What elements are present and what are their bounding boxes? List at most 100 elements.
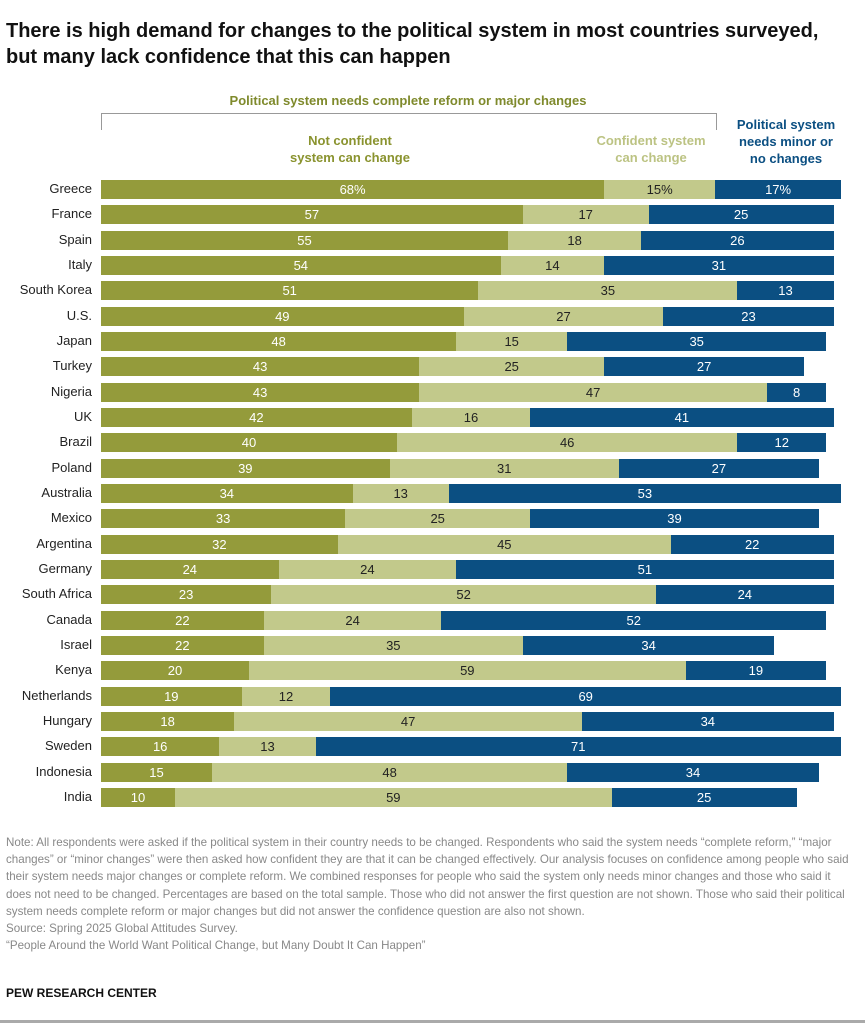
bar-segment: 31: [389, 458, 619, 478]
bar-segment: 54: [101, 255, 501, 275]
legend-line: needs minor or: [739, 134, 833, 149]
legend-line: can change: [615, 150, 687, 165]
bar-segment: 34: [582, 711, 834, 731]
category-label: Brazil: [59, 434, 92, 450]
bottom-rule: [0, 1020, 865, 1023]
bar-segment: 25: [611, 787, 797, 807]
bar-segment: 52: [441, 610, 827, 630]
bar-segment: 15%: [604, 180, 716, 199]
legend-line: system can change: [290, 150, 410, 165]
bar-segment: 8: [767, 382, 827, 402]
legend-line: Political system: [736, 117, 836, 132]
bar-segment: 22: [101, 635, 264, 655]
legend-confident: Confident system can change: [585, 132, 717, 166]
legend-line: Not confident: [308, 133, 392, 148]
bar-segment: 42: [101, 407, 412, 427]
bar-segment: 16: [411, 407, 531, 427]
legend-line: Confident system: [596, 133, 706, 148]
bar-segment: 34: [567, 762, 819, 782]
category-label: South Africa: [21, 586, 92, 602]
bar-segment: 57: [101, 205, 523, 225]
bar-segment: 39: [101, 458, 390, 478]
category-label: South Korea: [19, 282, 92, 298]
bar-segment: 25: [419, 357, 605, 377]
bar-segment: 15: [101, 762, 212, 782]
bar-segment: 12: [737, 433, 827, 453]
bar-segment: 45: [337, 534, 671, 554]
bar-segment: 13: [219, 737, 316, 757]
bar-segment: 10: [101, 787, 175, 807]
bar-segment: 69: [330, 686, 841, 706]
bar-segment: 34: [101, 483, 353, 503]
bar-segment: 25: [648, 205, 834, 225]
category-label: Poland: [51, 459, 92, 475]
bar-segment: 22: [670, 534, 834, 554]
bar-segment: 25: [345, 509, 531, 529]
bar-segment: 24: [278, 559, 457, 579]
category-label: Indonesia: [35, 763, 92, 779]
bar-segment: 18: [508, 230, 642, 250]
group-header: Political system needs complete reform o…: [229, 93, 587, 108]
source-text: Source: Spring 2025 Global Attitudes Sur…: [6, 922, 238, 936]
bar-segment: 27: [619, 458, 819, 478]
bar-segment: 59: [249, 661, 686, 681]
category-label: Greece: [49, 181, 92, 196]
category-label: Nigeria: [50, 383, 92, 399]
bar-segment: 24: [263, 610, 442, 630]
category-label: Kenya: [55, 662, 92, 678]
bar-segment: 15: [456, 331, 568, 351]
bar-segment: 24: [101, 559, 279, 579]
legend-line: no changes: [749, 151, 823, 166]
bar-segment: 43: [101, 382, 420, 402]
bar-segment: 12: [241, 686, 331, 706]
bar-segment: 24: [656, 585, 834, 605]
bar-segment: 35: [478, 281, 738, 301]
category-label: Hungary: [42, 712, 92, 728]
report-title: “People Around the World Want Political …: [6, 939, 426, 953]
category-label: Netherlands: [21, 687, 92, 703]
bar-segment: 71: [315, 737, 841, 757]
bar-segment: 51: [456, 559, 834, 579]
bar-segment: 47: [419, 382, 767, 402]
bar-segment: 40: [101, 433, 397, 453]
category-label: UK: [73, 408, 92, 424]
bar-segment: 39: [530, 509, 819, 529]
bar-segment: 51: [101, 281, 479, 301]
bar-segment: 48: [212, 762, 568, 782]
bar-segment: 23: [663, 306, 834, 326]
bar-segment: 52: [271, 585, 656, 605]
bar-segment: 35: [567, 331, 827, 351]
bar-segment: 27: [604, 357, 804, 377]
category-label: Japan: [56, 332, 92, 348]
bar-segment: 49: [101, 306, 464, 326]
bar-segment: 34: [522, 635, 775, 655]
stacked-bar-chart: Greece 68% 15% 17% France 57 17 25 Spain 55 18 26 It…: [0, 180, 865, 820]
bar-segment: 22: [101, 610, 264, 630]
bar-segment: 43: [101, 357, 420, 377]
category-label: Italy: [68, 256, 92, 272]
bar-segment: 19: [101, 686, 242, 706]
bar-segment: 26: [641, 230, 834, 250]
bar-segment: 48: [101, 331, 457, 351]
notes: Note: All respondents were asked if the …: [6, 834, 856, 954]
bar-segment: 27: [463, 306, 664, 326]
bar-segment: 33: [101, 509, 346, 529]
category-label: Spain: [58, 231, 92, 247]
bar-segment: 17%: [715, 180, 841, 199]
category-label: Israel: [60, 636, 92, 652]
group-bracket: [101, 113, 717, 130]
bar-segment: 35: [263, 635, 523, 655]
bar-segment: 46: [397, 433, 738, 453]
note-text: Note: All respondents were asked if the …: [6, 836, 849, 918]
legend-not-confident: Not confident system can change: [250, 132, 450, 166]
bar-segment: 32: [101, 534, 338, 554]
legend-minor-changes: Political system needs minor or no chang…: [722, 116, 850, 167]
category-label: Turkey: [52, 358, 92, 374]
category-label: Argentina: [36, 535, 92, 551]
category-label: India: [63, 788, 92, 804]
bar-segment: 53: [448, 483, 841, 503]
category-label: Australia: [41, 484, 92, 500]
category-label: Germany: [38, 560, 92, 576]
bar-segment: 23: [101, 585, 272, 605]
